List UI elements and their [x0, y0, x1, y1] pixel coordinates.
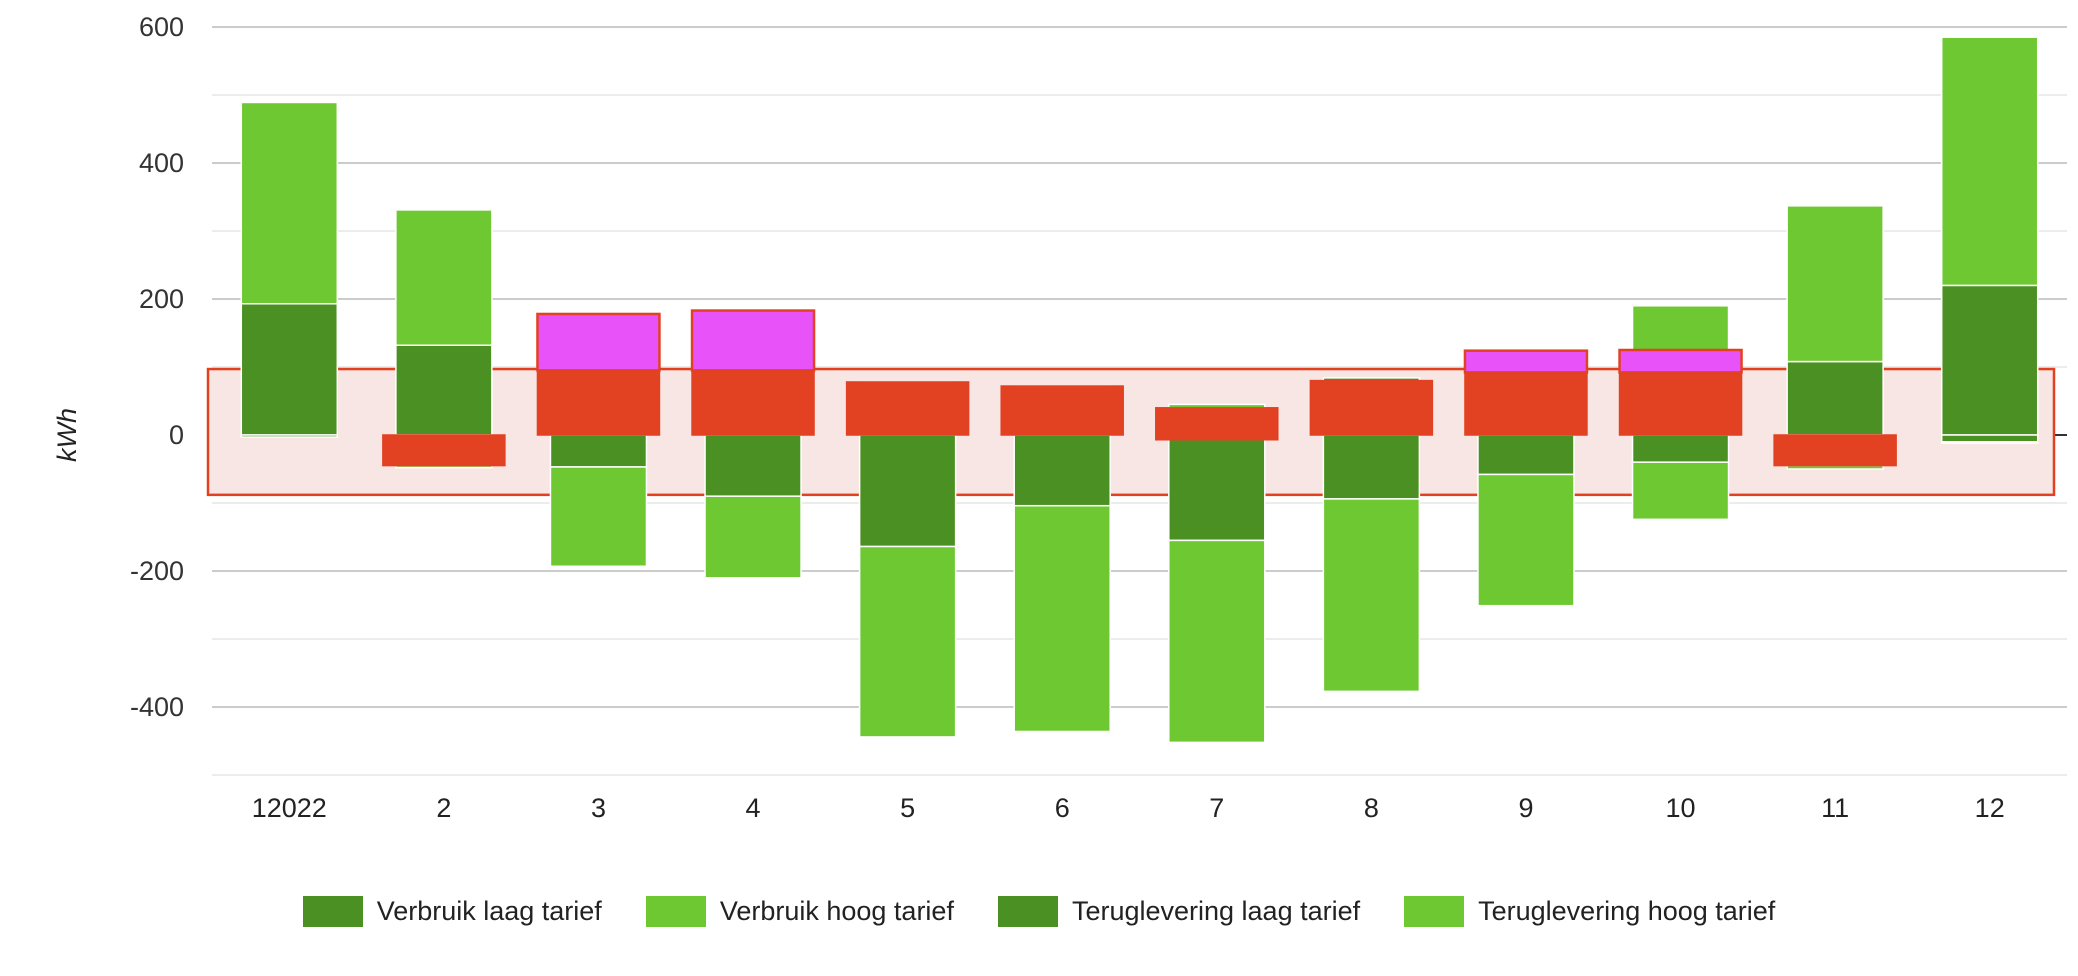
stacked-bar-chart: 600 400 200 0 -200 -400 12022 2 3 4 5 6 7 8 9 10 11 12 k… [52, 12, 2067, 823]
x-tick-label: 12 [1975, 793, 2005, 823]
legend-label: Teruglevering hoog tarief [1478, 896, 1776, 926]
x-tick-label: 11 [1821, 793, 1849, 823]
bar-segment [1168, 434, 1266, 542]
x-tick-label: 10 [1666, 793, 1696, 823]
x-tick-label: 9 [1518, 793, 1533, 823]
red-overlay [691, 369, 815, 436]
red-overlay [845, 381, 970, 436]
red-overlay [536, 369, 661, 436]
bar-segment [1013, 504, 1111, 733]
x-tick-label: 7 [1209, 793, 1224, 823]
bar-segment [1013, 434, 1111, 507]
legend-swatch [1404, 896, 1465, 927]
legend-item-verbruik-hoog[interactable]: Verbruik hoog tarief [645, 896, 954, 927]
bar-segment [1786, 360, 1884, 436]
bar-segment [240, 434, 339, 438]
legend-label: Teruglevering laag tarief [1071, 896, 1361, 926]
bar-segment [1940, 284, 2039, 436]
magenta-overlay [1618, 348, 1743, 374]
magenta-overlay [1463, 349, 1589, 374]
y-tick-label: 400 [139, 148, 184, 178]
y-tick-label: 600 [139, 12, 184, 42]
bar-segment [395, 209, 493, 346]
legend-item-teruglevering-laag[interactable]: Teruglevering laag tarief [997, 896, 1361, 927]
bar-segment [1940, 434, 2039, 443]
bar-segment [1940, 441, 2039, 444]
red-overlay [1773, 434, 1897, 467]
bar-segment [549, 466, 648, 567]
legend-label: Verbruik laag tarief [376, 896, 602, 926]
red-overlay [1464, 371, 1588, 436]
red-overlay [1000, 385, 1124, 436]
legend-swatch [997, 896, 1058, 927]
bar-segment [395, 344, 493, 436]
highlight-band-rect [206, 367, 2056, 497]
bar-segment [1631, 461, 1730, 521]
legend-swatch [302, 896, 363, 927]
x-tick-label: 6 [1055, 793, 1070, 823]
bar-segment [1477, 473, 1575, 607]
bar-segment [240, 303, 339, 436]
red-overlay [1309, 379, 1434, 436]
x-axis-ticks: 12022 2 3 4 5 6 7 8 9 10 11 12 [252, 793, 2005, 823]
magenta-overlay [536, 312, 661, 372]
x-tick-label: 8 [1364, 793, 1379, 823]
legend-swatch [645, 896, 706, 927]
x-tick-label: 5 [900, 793, 915, 823]
bar-segment [240, 101, 339, 305]
bar-segment [1631, 434, 1730, 463]
x-tick-label: 12022 [252, 793, 327, 823]
red-overlay [382, 434, 506, 467]
x-tick-label: 4 [746, 793, 761, 823]
legend-label: Verbruik hoog tarief [719, 896, 954, 926]
bar-segment [549, 434, 648, 468]
y-tick-label: 200 [139, 284, 184, 314]
legend-item-teruglevering-hoog[interactable]: Teruglevering hoog tarief [1404, 896, 1775, 927]
magenta-overlay [690, 309, 816, 372]
bar-segment [858, 434, 957, 548]
bar-segment [1786, 205, 1884, 363]
x-tick-label: 3 [591, 793, 606, 823]
red-overlay [1155, 407, 1279, 441]
y-axis-label: kWh [52, 408, 82, 462]
bar-segment [1322, 498, 1421, 693]
y-tick-label: 0 [169, 420, 184, 450]
bar-segment [704, 434, 802, 497]
bar-segment [1168, 539, 1266, 744]
bar-segment [704, 495, 802, 579]
bar-segment [858, 545, 957, 738]
bar-segment [1322, 434, 1421, 500]
y-tick-label: -400 [130, 692, 184, 722]
bar-segment [1940, 36, 2039, 287]
y-axis-ticks: 600 400 200 0 -200 -400 [130, 12, 184, 722]
red-overlay [1618, 371, 1743, 436]
y-tick-label: -200 [130, 556, 184, 586]
annotation-overlays [382, 309, 1897, 467]
x-tick-label: 2 [436, 793, 451, 823]
highlight-band [206, 367, 2056, 497]
legend-item-verbruik-laag[interactable]: Verbruik laag tarief [302, 896, 602, 927]
legend: Verbruik laag tarief Verbruik hoog tarie… [0, 896, 2078, 927]
bar-segment [1477, 434, 1575, 476]
